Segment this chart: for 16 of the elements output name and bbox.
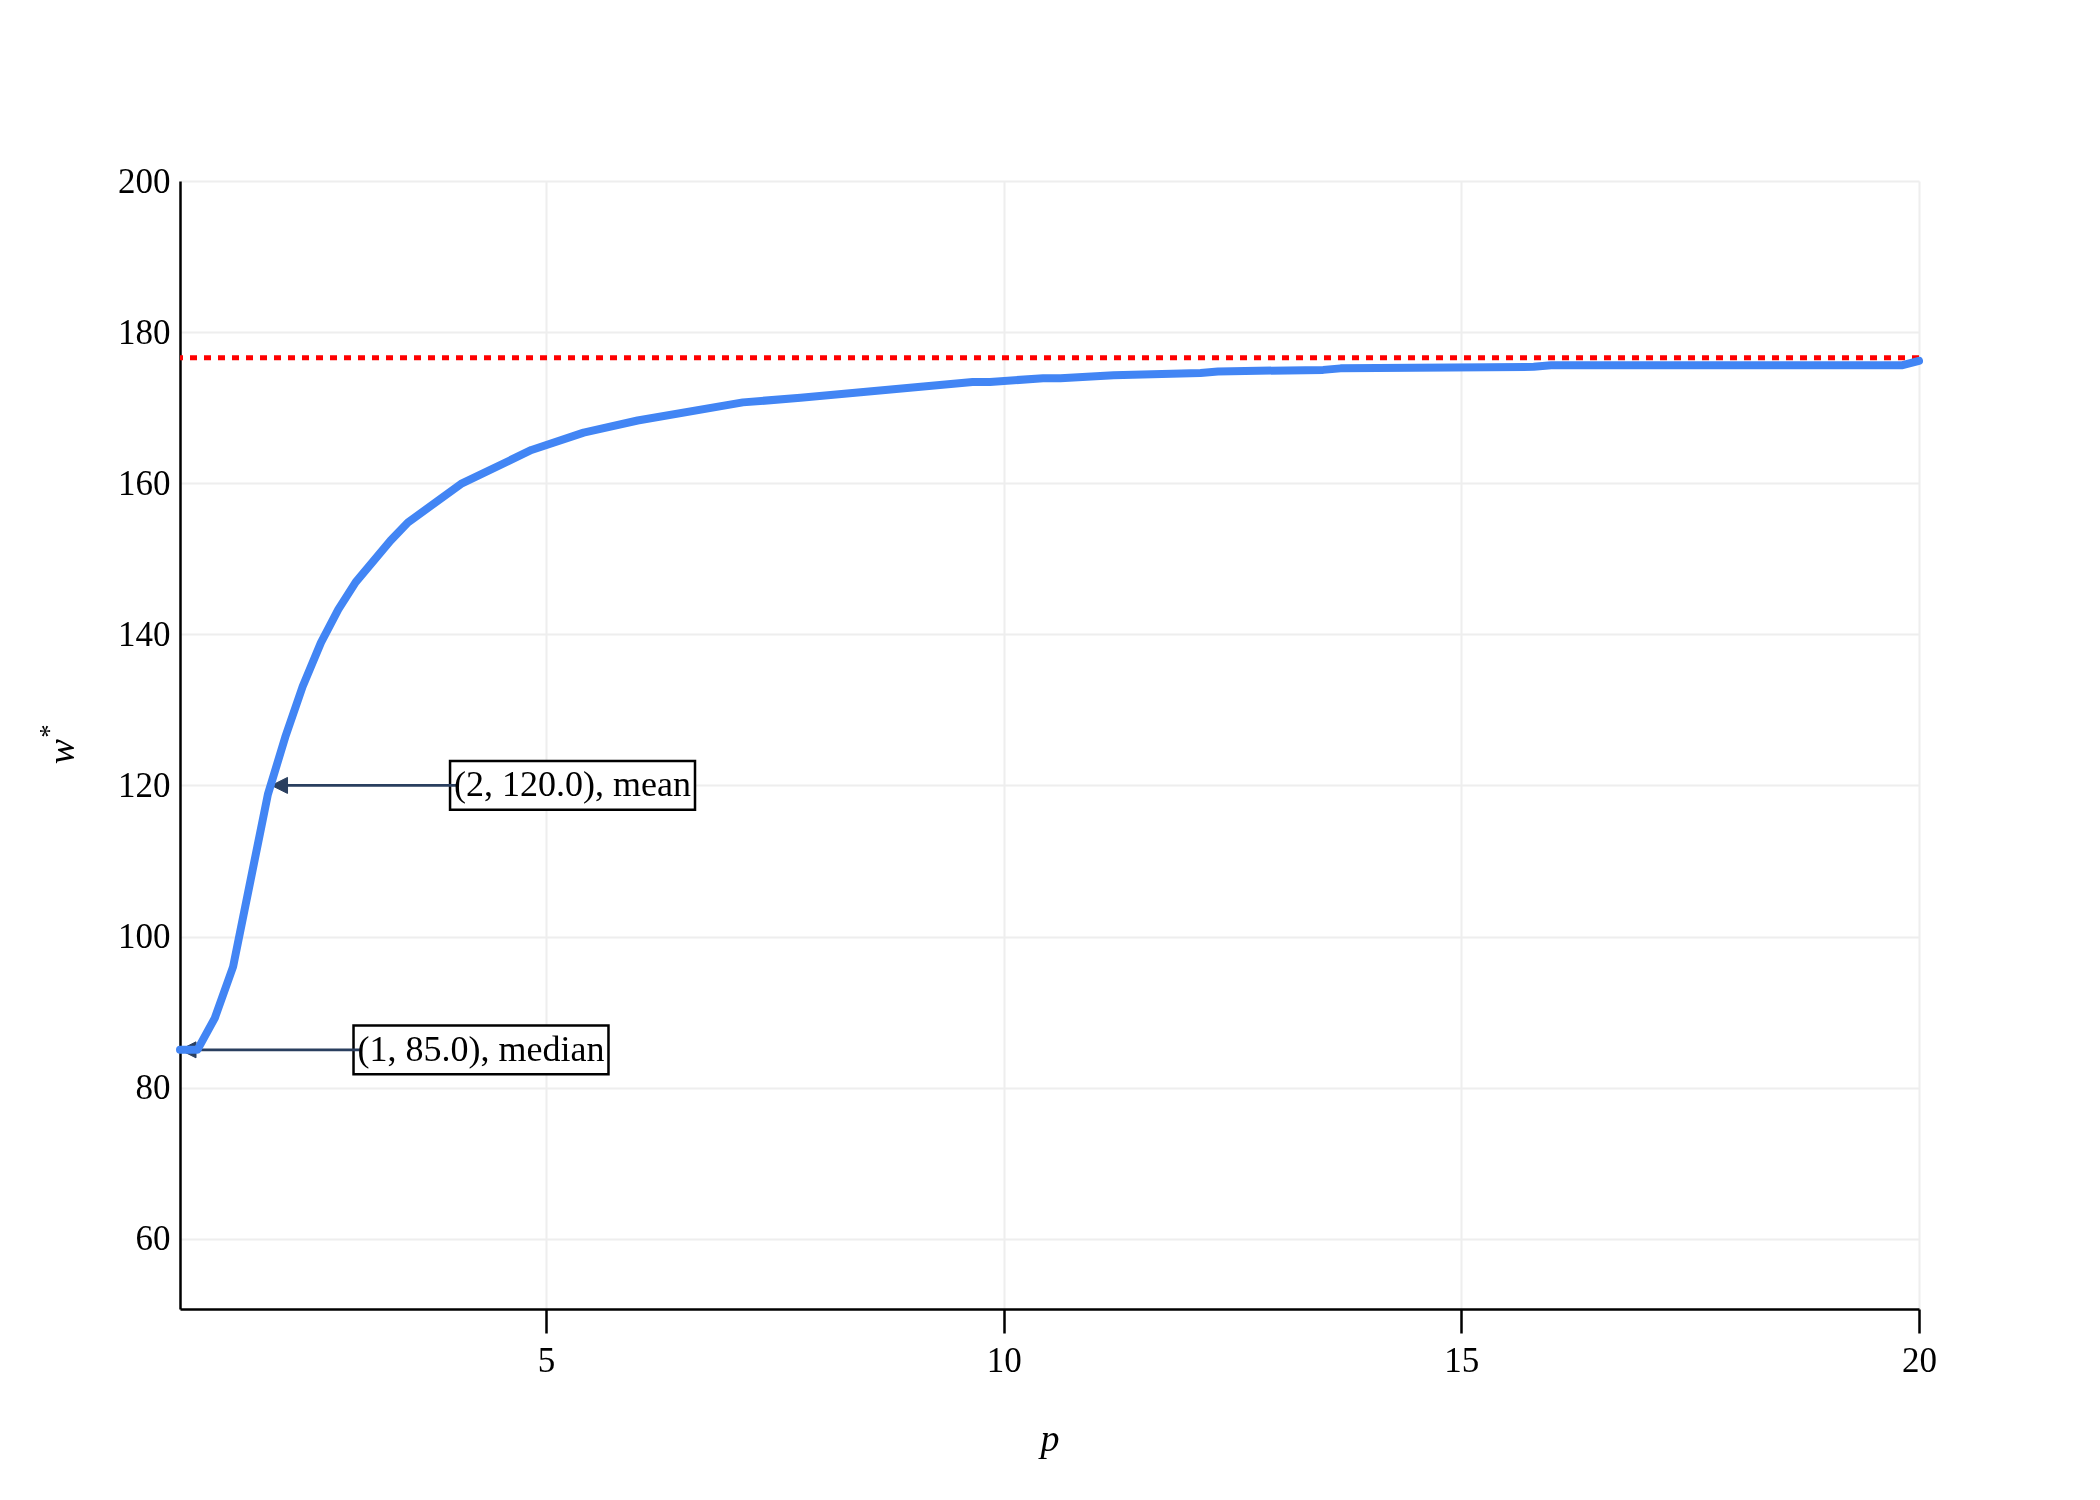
x-tick-label: 10 xyxy=(986,1340,1022,1380)
x-tick-label: 20 xyxy=(1902,1340,1937,1380)
annotation: (2, 120.0), mean xyxy=(454,764,691,805)
y-tick-label: 80 xyxy=(135,1068,171,1108)
y-axis-title: w* xyxy=(34,724,82,765)
x-tick-label: 15 xyxy=(1444,1340,1480,1380)
x-axis-title: p xyxy=(1037,1416,1060,1459)
y-tick-label: 60 xyxy=(135,1219,171,1259)
y-tick-label: 120 xyxy=(118,765,171,805)
y-tick-label: 200 xyxy=(118,161,171,201)
annotation: (1, 85.0), median xyxy=(357,1028,605,1069)
y-tick-label: 100 xyxy=(118,917,171,957)
y-tick-label: 140 xyxy=(118,614,171,654)
y-tick-label: 180 xyxy=(118,312,171,352)
x-tick-label: 5 xyxy=(537,1340,556,1380)
y-tick-label: 160 xyxy=(118,463,171,503)
